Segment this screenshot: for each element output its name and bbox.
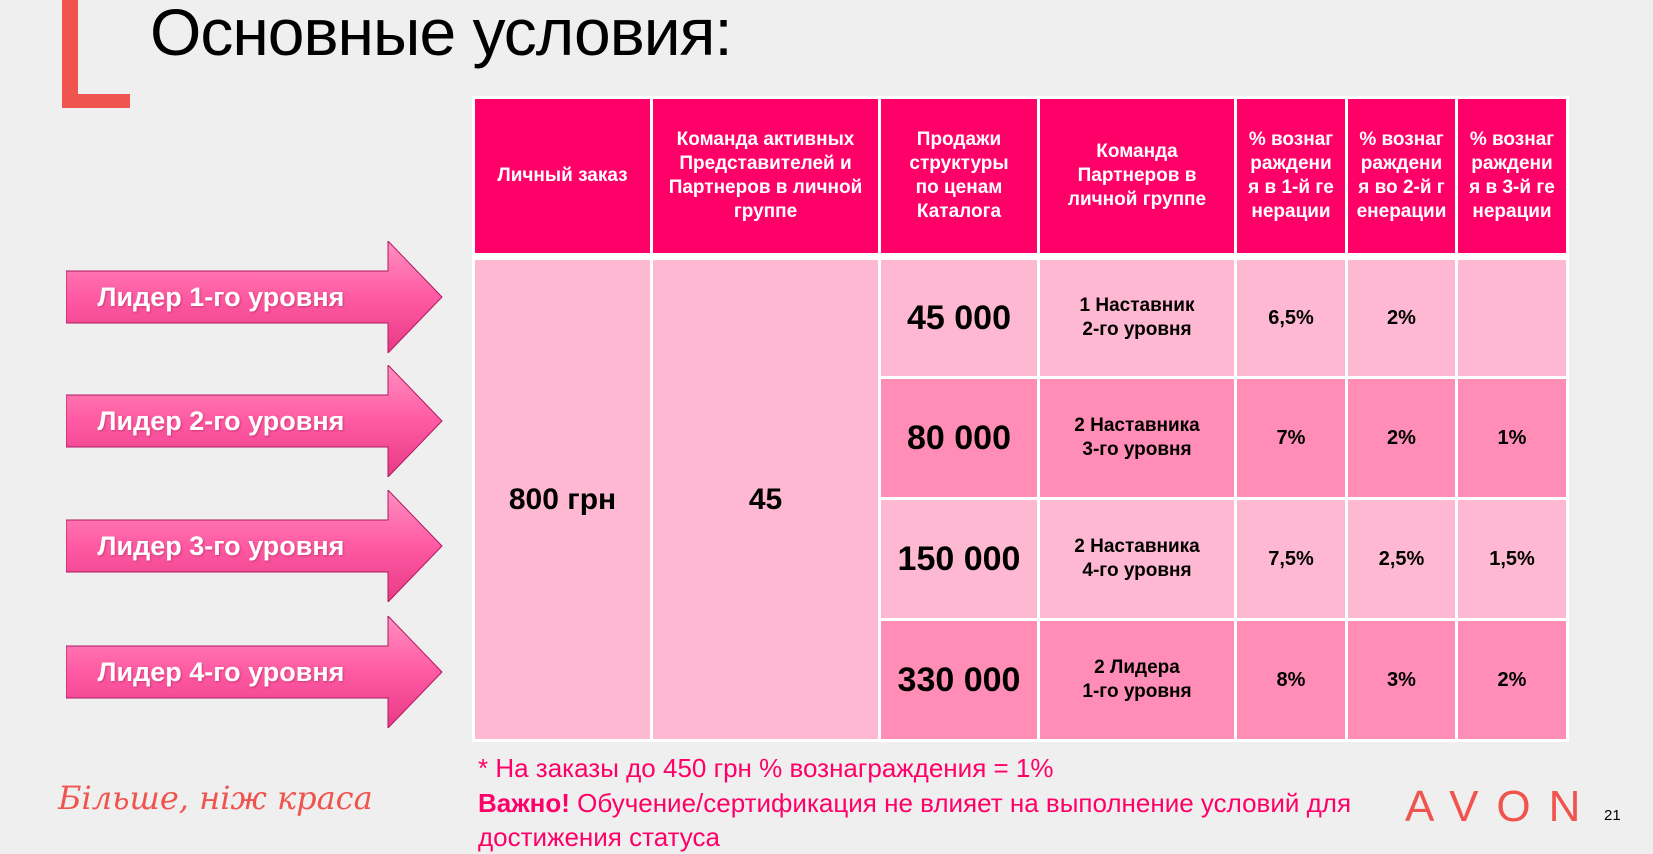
cell-partner-team: 2 Наставника 4-го уровня <box>1037 497 1237 621</box>
cell-reward-gen-1: 8% <box>1234 618 1348 742</box>
partner-line-1: 1 Наставник <box>1079 295 1195 316</box>
table-row: 330 000 2 Лидера 1-го уровня 8% 3% 2% <box>474 618 1569 742</box>
partner-line-2: 4-го уровня <box>1082 560 1192 581</box>
important-text: Обучение/сертификация не влияет на выпол… <box>478 788 1352 852</box>
brand-slogan: Більше, ніж краса <box>58 779 373 817</box>
cell-partner-team: 1 Наставник 2-го уровня <box>1037 255 1237 379</box>
cell-sales: 45 000 <box>878 255 1040 379</box>
partner-line-2: 1-го уровня <box>1082 681 1192 702</box>
header-team-active: Команда активных Представителей и Партне… <box>650 96 881 260</box>
partner-line-1: 2 Наставника <box>1074 536 1200 557</box>
conditions-table: Личный заказ Команда активных Представит… <box>472 96 1569 742</box>
arrow-shape-icon <box>66 365 443 477</box>
cell-reward-gen-3: 2% <box>1455 618 1569 742</box>
cell-reward-gen-2: 2,5% <box>1345 497 1458 621</box>
cell-reward-gen-3: 1% <box>1455 376 1569 500</box>
footnote: * На заказы до 450 грн % вознаграждения … <box>478 753 1054 783</box>
arrow-shape-icon <box>66 490 443 602</box>
table-header-row: Личный заказ Команда активных Представит… <box>472 96 1569 260</box>
cell-reward-gen-2: 2% <box>1345 255 1458 379</box>
important-label: Важно! <box>478 788 570 818</box>
arrow-leader-level-2: Лидер 2-го уровня <box>66 365 444 477</box>
arrow-shape-icon <box>66 616 443 728</box>
cell-reward-gen-2: 3% <box>1345 618 1458 742</box>
arrow-label: Лидер 2-го уровня <box>97 405 345 436</box>
cell-reward-gen-3 <box>1455 255 1569 379</box>
header-reward-gen-1: % вознаграждения в 1-й генерации <box>1234 96 1348 260</box>
slide-title: Основные условия: <box>150 0 733 69</box>
brand-logo: AVON <box>1405 782 1599 831</box>
partner-line-2: 3-го уровня <box>1082 439 1192 460</box>
cell-team-active: 45 <box>650 255 881 742</box>
header-reward-gen-3: % вознаграждения в 3-й генерации <box>1455 96 1569 260</box>
header-partner-team: Команда Партнеров в личной группе <box>1037 96 1237 260</box>
table-row: 80 000 2 Наставника 3-го уровня 7% 2% 1% <box>474 376 1569 500</box>
arrow-leader-level-3: Лидер 3-го уровня <box>66 490 444 602</box>
cell-reward-gen-1: 7% <box>1234 376 1348 500</box>
arrow-shape-icon <box>66 241 443 353</box>
cell-sales: 80 000 <box>878 376 1040 500</box>
cell-reward-gen-1: 6,5% <box>1234 255 1348 379</box>
arrow-leader-level-1: Лидер 1-го уровня <box>66 241 444 353</box>
table-row: 150 000 2 Наставника 4-го уровня 7,5% 2,… <box>474 497 1569 621</box>
cell-reward-gen-1: 7,5% <box>1234 497 1348 621</box>
partner-line-1: 2 Лидера <box>1094 657 1180 678</box>
header-personal-order: Личный заказ <box>472 96 653 260</box>
table-row: 800 грн 45 45 000 1 Наставник 2-го уровн… <box>472 255 1569 742</box>
page-number: 21 <box>1604 807 1621 824</box>
important-note: Важно! Обучение/сертификация не влияет н… <box>478 786 1378 854</box>
cell-reward-gen-2: 2% <box>1345 376 1458 500</box>
arrow-label: Лидер 4-го уровня <box>97 656 345 687</box>
arrow-label: Лидер 1-го уровня <box>97 281 345 312</box>
corner-decoration <box>62 0 130 108</box>
cell-partner-team: 2 Наставника 3-го уровня <box>1037 376 1237 500</box>
header-structure-sales: Продажи структуры по ценам Каталога <box>878 96 1040 260</box>
cell-personal-order: 800 грн <box>472 255 653 742</box>
arrow-leader-level-4: Лидер 4-го уровня <box>66 616 444 728</box>
corner-bar-horizontal <box>62 94 130 108</box>
partner-line-1: 2 Наставника <box>1074 415 1200 436</box>
partner-line-2: 2-го уровня <box>1082 319 1192 340</box>
cell-reward-gen-3: 1,5% <box>1455 497 1569 621</box>
arrow-label: Лидер 3-го уровня <box>97 530 345 561</box>
cell-partner-team: 2 Лидера 1-го уровня <box>1037 618 1237 742</box>
header-reward-gen-2: % вознаграждения во 2-й генерации <box>1345 96 1458 260</box>
cell-sales: 330 000 <box>878 618 1040 742</box>
cell-sales: 150 000 <box>878 497 1040 621</box>
corner-bar-vertical <box>62 0 78 108</box>
